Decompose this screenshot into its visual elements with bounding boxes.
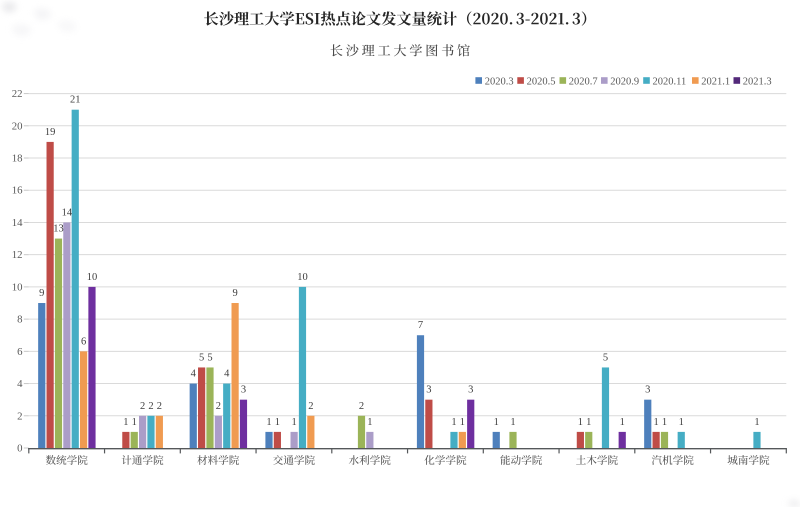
svg-text:1: 1 xyxy=(754,417,759,428)
svg-text:14: 14 xyxy=(62,207,73,218)
svg-text:2: 2 xyxy=(157,401,162,412)
svg-text:1: 1 xyxy=(662,417,667,428)
svg-text:6: 6 xyxy=(17,346,23,358)
svg-text:2020.11: 2020.11 xyxy=(653,76,687,87)
svg-text:2021.1: 2021.1 xyxy=(701,76,730,87)
svg-text:20: 20 xyxy=(12,120,23,132)
svg-text:1: 1 xyxy=(578,417,583,428)
svg-text:1: 1 xyxy=(451,417,456,428)
svg-text:13: 13 xyxy=(53,224,64,235)
svg-text:1: 1 xyxy=(132,417,137,428)
svg-text:2020.7: 2020.7 xyxy=(569,76,598,87)
svg-text:16: 16 xyxy=(12,185,23,197)
svg-text:21: 21 xyxy=(70,95,81,106)
svg-text:1: 1 xyxy=(679,417,684,428)
svg-text:3: 3 xyxy=(426,385,431,396)
svg-text:1: 1 xyxy=(291,417,296,428)
svg-text:1: 1 xyxy=(275,417,280,428)
svg-text:2: 2 xyxy=(308,401,313,412)
svg-text:10: 10 xyxy=(297,272,308,283)
svg-text:3: 3 xyxy=(241,385,246,396)
svg-text:2020.9: 2020.9 xyxy=(610,76,639,87)
svg-text:5: 5 xyxy=(199,352,204,363)
svg-text:2021.3: 2021.3 xyxy=(743,76,772,87)
svg-text:4: 4 xyxy=(191,369,197,380)
svg-text:6: 6 xyxy=(81,336,86,347)
svg-text:7: 7 xyxy=(418,320,423,331)
svg-text:1: 1 xyxy=(586,417,591,428)
svg-text:3: 3 xyxy=(468,385,473,396)
svg-text:2020.3: 2020.3 xyxy=(485,76,514,87)
svg-text:19: 19 xyxy=(45,127,56,138)
svg-text:10: 10 xyxy=(87,272,98,283)
svg-text:2: 2 xyxy=(140,401,145,412)
svg-text:14: 14 xyxy=(12,217,23,229)
svg-text:1: 1 xyxy=(123,417,128,428)
svg-text:1: 1 xyxy=(620,417,625,428)
svg-text:10: 10 xyxy=(12,281,23,293)
svg-text:2: 2 xyxy=(17,410,22,422)
svg-text:2: 2 xyxy=(148,401,153,412)
svg-text:1: 1 xyxy=(494,417,499,428)
svg-text:1: 1 xyxy=(266,417,271,428)
svg-text:9: 9 xyxy=(39,288,44,299)
svg-text:5: 5 xyxy=(207,352,212,363)
svg-text:1: 1 xyxy=(367,417,372,428)
svg-text:18: 18 xyxy=(12,153,23,165)
svg-text:22: 22 xyxy=(12,88,23,100)
svg-text:2: 2 xyxy=(359,401,364,412)
svg-text:2: 2 xyxy=(216,401,221,412)
svg-text:1: 1 xyxy=(653,417,658,428)
svg-text:4: 4 xyxy=(224,369,230,380)
svg-text:2020.5: 2020.5 xyxy=(527,76,556,87)
svg-text:5: 5 xyxy=(603,352,608,363)
svg-text:8: 8 xyxy=(17,314,22,326)
svg-text:1: 1 xyxy=(460,417,465,428)
svg-text:9: 9 xyxy=(232,288,237,299)
svg-text:1: 1 xyxy=(510,417,515,428)
svg-text:4: 4 xyxy=(17,378,23,390)
svg-text:0: 0 xyxy=(17,443,22,455)
svg-text:3: 3 xyxy=(645,385,650,396)
svg-text:12: 12 xyxy=(12,249,23,261)
